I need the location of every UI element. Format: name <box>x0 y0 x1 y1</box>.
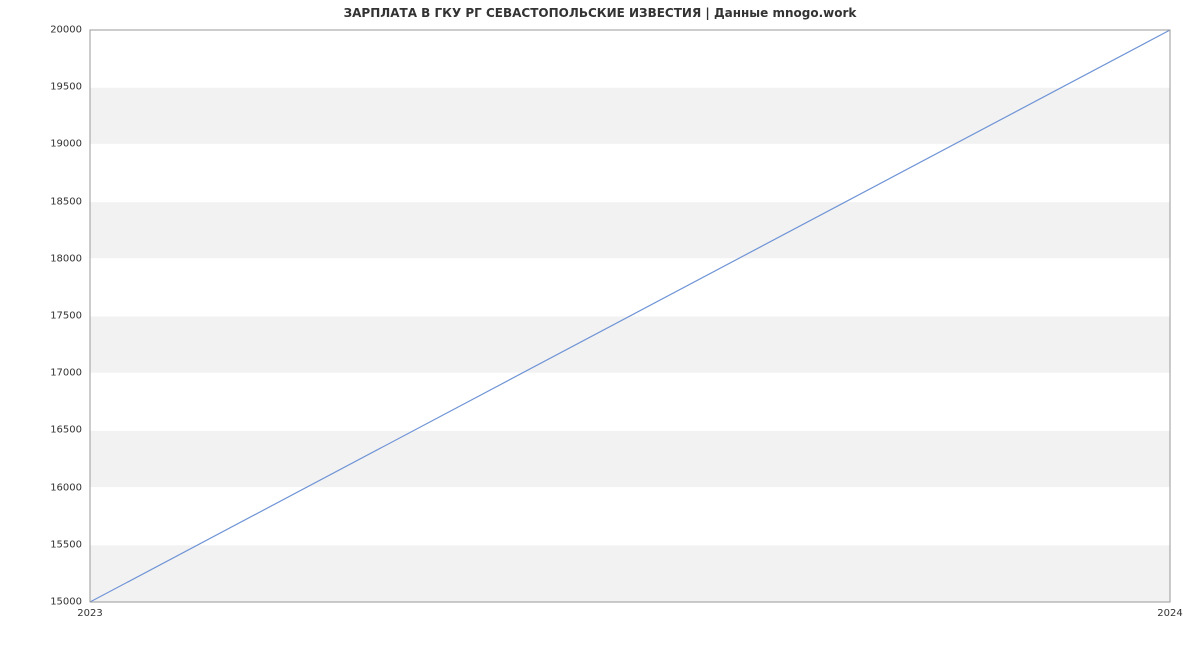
salary-line-chart: ЗАРПЛАТА В ГКУ РГ СЕВАСТОПОЛЬСКИЕ ИЗВЕСТ… <box>0 0 1200 650</box>
y-tick-label: 19000 <box>0 139 82 150</box>
y-tick-label: 20000 <box>0 25 82 36</box>
x-tick-label: 2024 <box>1157 608 1182 619</box>
y-tick-label: 17000 <box>0 368 82 379</box>
y-tick-label: 16000 <box>0 482 82 493</box>
y-tick-label: 18000 <box>0 253 82 264</box>
y-tick-label: 19500 <box>0 82 82 93</box>
y-tick-label: 15000 <box>0 597 82 608</box>
chart-svg <box>0 0 1200 650</box>
y-tick-label: 16500 <box>0 425 82 436</box>
chart-title: ЗАРПЛАТА В ГКУ РГ СЕВАСТОПОЛЬСКИЕ ИЗВЕСТ… <box>0 6 1200 20</box>
x-tick-label: 2023 <box>77 608 102 619</box>
y-tick-label: 18500 <box>0 196 82 207</box>
y-tick-label: 17500 <box>0 311 82 322</box>
y-tick-label: 15500 <box>0 539 82 550</box>
